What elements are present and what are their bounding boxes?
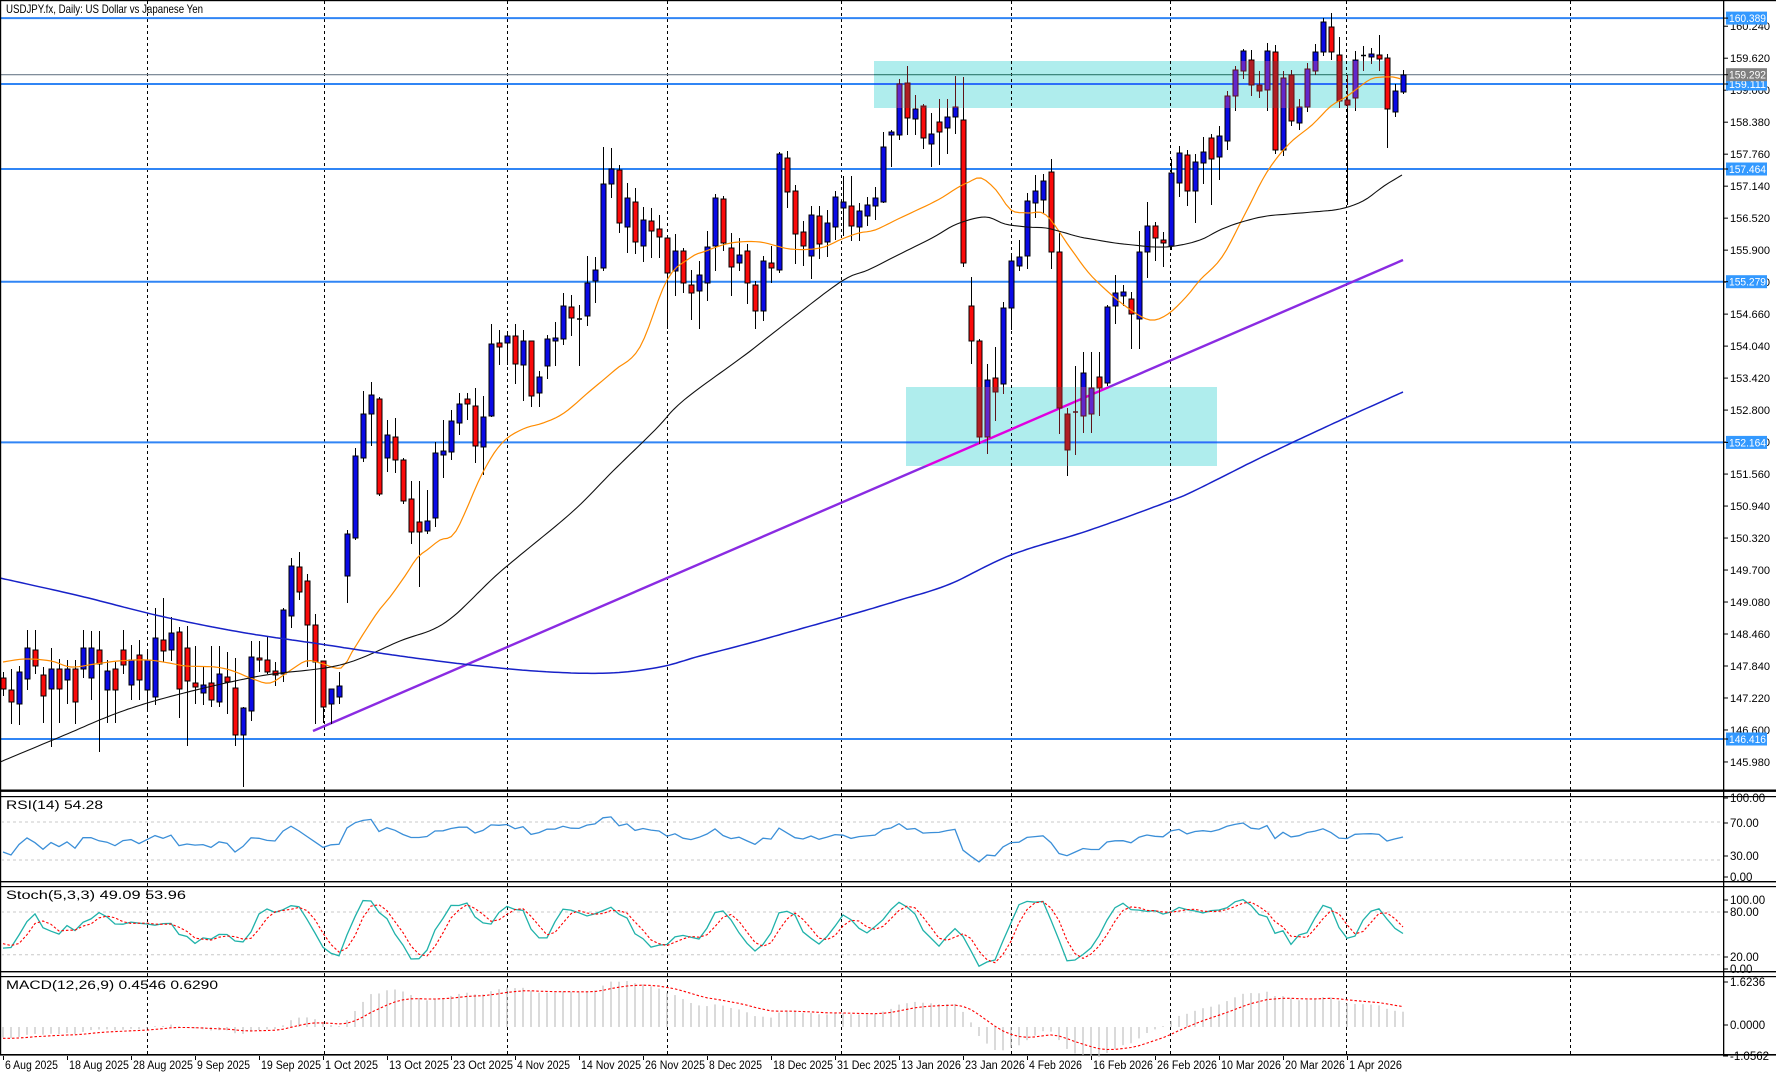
svg-text:150.320: 150.320 xyxy=(1730,533,1770,545)
svg-text:USDJPY.fx, Daily: US Dollar v: USDJPY.fx, Daily: US Dollar vs Japanese … xyxy=(6,2,203,16)
svg-text:30.00: 30.00 xyxy=(1730,851,1759,863)
svg-text:26 Feb 2026: 26 Feb 2026 xyxy=(1157,1060,1217,1072)
svg-text:156.520: 156.520 xyxy=(1730,213,1770,225)
svg-text:14 Nov 2025: 14 Nov 2025 xyxy=(581,1060,641,1072)
svg-text:31 Dec 2025: 31 Dec 2025 xyxy=(837,1060,897,1072)
svg-text:152.800: 152.800 xyxy=(1730,405,1770,417)
svg-text:158.380: 158.380 xyxy=(1730,117,1770,129)
svg-text:26 Nov 2025: 26 Nov 2025 xyxy=(645,1060,705,1072)
svg-text:100.00: 100.00 xyxy=(1730,895,1765,907)
svg-text:100.00: 100.00 xyxy=(1730,793,1765,805)
svg-text:20.00: 20.00 xyxy=(1730,952,1759,964)
svg-text:4 Nov 2025: 4 Nov 2025 xyxy=(517,1060,570,1072)
svg-text:157.760: 157.760 xyxy=(1730,149,1770,161)
svg-text:19 Sep 2025: 19 Sep 2025 xyxy=(261,1060,321,1072)
svg-text:70.00: 70.00 xyxy=(1730,818,1759,830)
svg-text:16 Feb 2026: 16 Feb 2026 xyxy=(1093,1060,1153,1072)
svg-text:146.416: 146.416 xyxy=(1729,734,1766,746)
svg-text:13 Jan 2026: 13 Jan 2026 xyxy=(901,1060,961,1072)
svg-text:1 Oct 2025: 1 Oct 2025 xyxy=(325,1060,378,1072)
svg-text:155.900: 155.900 xyxy=(1730,245,1770,257)
svg-text:159.620: 159.620 xyxy=(1730,53,1770,65)
svg-text:152.164: 152.164 xyxy=(1729,437,1766,449)
svg-text:-1.0562: -1.0562 xyxy=(1730,1051,1769,1063)
svg-text:8 Dec 2025: 8 Dec 2025 xyxy=(709,1060,762,1072)
svg-text:9 Sep 2025: 9 Sep 2025 xyxy=(197,1060,250,1072)
svg-text:157.464: 157.464 xyxy=(1729,164,1766,176)
svg-text:159.292: 159.292 xyxy=(1729,70,1766,82)
svg-text:10 Mar 2026: 10 Mar 2026 xyxy=(1221,1060,1281,1072)
svg-text:159.111: 159.111 xyxy=(1729,79,1766,91)
svg-text:RSI(14) 54.28: RSI(14) 54.28 xyxy=(6,800,103,812)
svg-text:153.420: 153.420 xyxy=(1730,373,1770,385)
svg-text:4 Feb 2026: 4 Feb 2026 xyxy=(1029,1060,1082,1072)
svg-text:23 Oct 2025: 23 Oct 2025 xyxy=(453,1060,513,1072)
svg-text:149.080: 149.080 xyxy=(1730,597,1770,609)
svg-text:147.220: 147.220 xyxy=(1730,693,1770,705)
svg-text:154.040: 154.040 xyxy=(1730,341,1770,353)
svg-text:0.00: 0.00 xyxy=(1730,872,1752,884)
svg-text:1.6236: 1.6236 xyxy=(1730,977,1765,989)
svg-text:18 Aug 2025: 18 Aug 2025 xyxy=(69,1060,129,1072)
svg-text:0.0000: 0.0000 xyxy=(1730,1020,1765,1032)
svg-text:157.140: 157.140 xyxy=(1730,181,1770,193)
svg-text:6 Aug 2025: 6 Aug 2025 xyxy=(5,1060,58,1072)
svg-text:0.00: 0.00 xyxy=(1730,964,1752,976)
svg-text:145.980: 145.980 xyxy=(1730,757,1770,769)
svg-text:155.279: 155.279 xyxy=(1729,277,1766,289)
svg-text:Stoch(5,3,3) 49.09 53.96: Stoch(5,3,3) 49.09 53.96 xyxy=(6,890,186,902)
svg-text:150.940: 150.940 xyxy=(1730,501,1770,513)
svg-text:160.389: 160.389 xyxy=(1729,13,1766,25)
svg-text:18 Dec 2025: 18 Dec 2025 xyxy=(773,1060,833,1072)
svg-text:23 Jan 2026: 23 Jan 2026 xyxy=(965,1060,1025,1072)
svg-text:20 Mar 2026: 20 Mar 2026 xyxy=(1285,1060,1345,1072)
svg-text:13 Oct 2025: 13 Oct 2025 xyxy=(389,1060,449,1072)
svg-text:MACD(12,26,9) 0.4546 0.6290: MACD(12,26,9) 0.4546 0.6290 xyxy=(6,980,218,992)
svg-text:151.560: 151.560 xyxy=(1730,469,1770,481)
svg-text:147.840: 147.840 xyxy=(1730,661,1770,673)
svg-text:1 Apr 2026: 1 Apr 2026 xyxy=(1349,1060,1402,1072)
svg-text:28 Aug 2025: 28 Aug 2025 xyxy=(133,1060,193,1072)
svg-text:148.460: 148.460 xyxy=(1730,629,1770,641)
svg-text:154.660: 154.660 xyxy=(1730,309,1770,321)
svg-text:80.00: 80.00 xyxy=(1730,907,1759,919)
svg-text:149.700: 149.700 xyxy=(1730,565,1770,577)
